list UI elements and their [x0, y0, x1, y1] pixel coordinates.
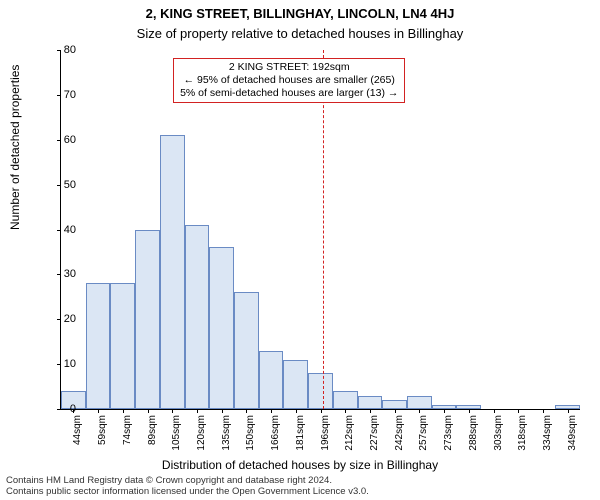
y-tick-label: 50: [64, 179, 76, 191]
bar: [308, 373, 333, 409]
plot-area: 2 KING STREET: 192sqm ← 95% of detached …: [60, 50, 580, 410]
y-axis-label: Number of detached properties: [8, 65, 22, 230]
annotation-box: 2 KING STREET: 192sqm ← 95% of detached …: [173, 58, 405, 103]
bars-layer: [61, 50, 580, 409]
bar: [135, 230, 160, 410]
bar: [382, 400, 407, 409]
y-tick-label: 30: [64, 268, 76, 280]
x-axis-label: Distribution of detached houses by size …: [0, 458, 600, 472]
annotation-line3: 5% of semi-detached houses are larger (1…: [180, 87, 398, 100]
chart-container: 2, KING STREET, BILLINGHAY, LINCOLN, LN4…: [0, 0, 600, 500]
footer-attribution: Contains HM Land Registry data © Crown c…: [6, 476, 594, 498]
y-tick-label: 40: [64, 224, 76, 236]
reference-line: [323, 50, 324, 409]
bar: [259, 351, 284, 409]
annotation-line2: ← 95% of detached houses are smaller (26…: [180, 74, 398, 87]
bar: [86, 283, 111, 409]
y-tick-label: 70: [64, 89, 76, 101]
page-title: 2, KING STREET, BILLINGHAY, LINCOLN, LN4…: [0, 6, 600, 21]
bar: [185, 225, 210, 409]
footer-line2: Contains public sector information licen…: [6, 487, 594, 498]
bar: [234, 292, 259, 409]
bar: [283, 360, 308, 409]
bar: [110, 283, 135, 409]
bar: [209, 247, 234, 409]
y-tick-label: 0: [70, 403, 76, 415]
chart-subtitle: Size of property relative to detached ho…: [0, 26, 600, 41]
bar: [333, 391, 358, 409]
bar: [160, 135, 185, 409]
y-tick-label: 10: [64, 358, 76, 370]
y-tick-label: 60: [64, 134, 76, 146]
annotation-line1: 2 KING STREET: 192sqm: [180, 61, 398, 74]
bar: [358, 396, 383, 409]
bar: [407, 396, 432, 409]
y-tick-label: 20: [64, 313, 76, 325]
y-tick-label: 80: [64, 44, 76, 56]
